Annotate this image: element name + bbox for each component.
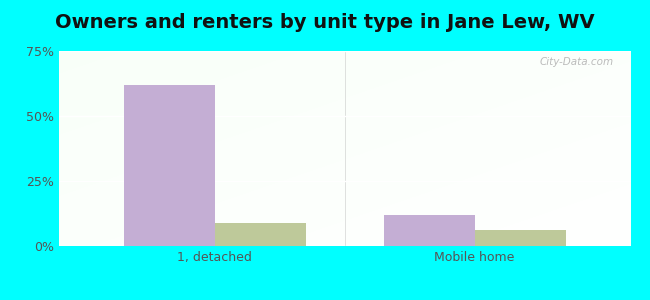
Bar: [214, 223, 306, 246]
Text: Owners and renters by unit type in Jane Lew, WV: Owners and renters by unit type in Jane …: [55, 14, 595, 32]
Bar: [124, 85, 214, 246]
Bar: [384, 215, 474, 246]
Bar: [474, 230, 566, 246]
Text: City-Data.com: City-Data.com: [540, 57, 614, 67]
